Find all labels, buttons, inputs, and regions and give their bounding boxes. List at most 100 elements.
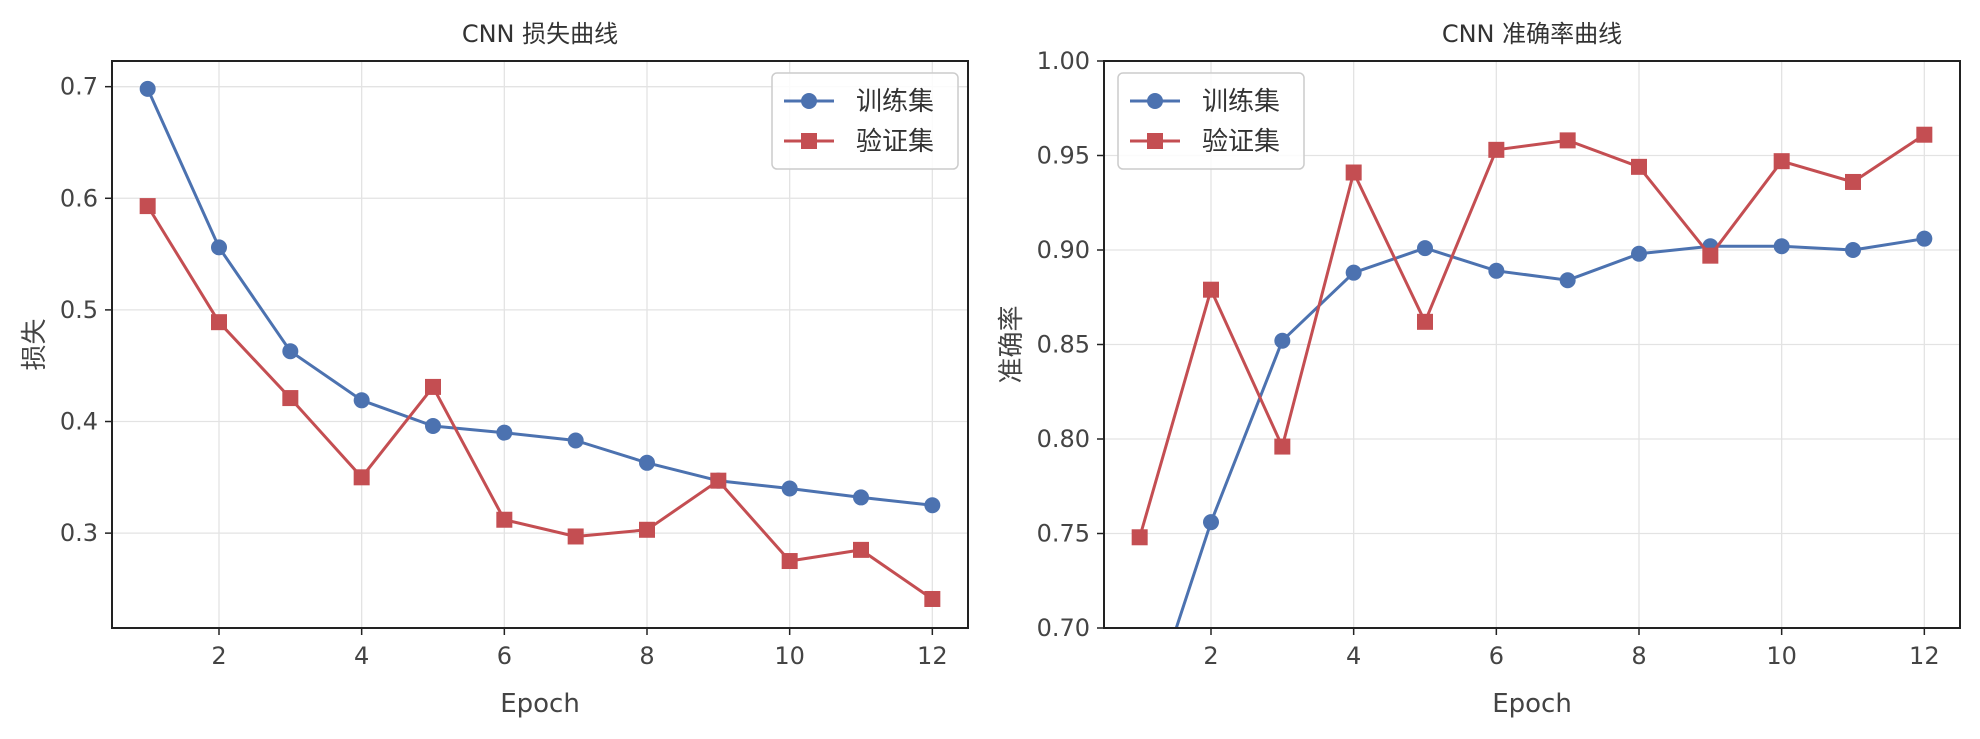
legend-marker	[801, 93, 817, 109]
legend-label: 验证集	[856, 127, 934, 157]
data-point	[639, 521, 655, 538]
y-tick-label: 0.85	[1037, 331, 1090, 359]
legend-marker	[1147, 93, 1163, 109]
y-tick-label: 1.00	[1037, 47, 1090, 75]
series-2	[1131, 126, 1933, 546]
y-tick-label: 0.70	[1037, 614, 1090, 642]
data-point	[1345, 164, 1362, 181]
legend-marker	[801, 133, 817, 149]
data-point	[1916, 230, 1933, 247]
data-point	[1845, 173, 1861, 190]
data-point	[924, 497, 941, 514]
x-tick-label: 4	[1346, 642, 1361, 670]
y-axis-label: 准确率	[997, 305, 1027, 383]
y-tick-label: 0.6	[60, 184, 98, 212]
data-point	[1559, 272, 1576, 289]
series-1	[139, 80, 941, 514]
series-line	[1174, 237, 1925, 628]
series-line	[146, 88, 933, 507]
data-point	[1274, 438, 1291, 455]
chart-2: 2 4 6 8 10 12 0.70 0.75 0.80 0.85 0.90 0.95 1.00 CNN …	[997, 20, 1961, 739]
data-point	[853, 489, 869, 506]
data-point	[1916, 126, 1933, 143]
x-tick-label: 6	[497, 642, 512, 670]
data-point	[1488, 262, 1505, 279]
data-point	[1773, 153, 1790, 170]
y-tick-label: 0.75	[1037, 520, 1090, 548]
data-point	[1274, 332, 1291, 349]
data-point	[282, 390, 299, 407]
x-tick-label: 10	[774, 642, 805, 670]
data-point	[1345, 264, 1362, 281]
x-axis-label: Epoch	[500, 689, 580, 719]
data-point	[1203, 281, 1219, 298]
data-point	[1773, 238, 1790, 255]
data-point	[139, 80, 156, 97]
x-tick-label: 10	[1766, 642, 1797, 670]
data-point	[1702, 247, 1719, 264]
data-point	[1845, 242, 1861, 258]
data-point	[353, 469, 370, 486]
y-tick-label: 0.5	[60, 296, 98, 324]
data-point	[567, 432, 584, 449]
data-point	[567, 528, 584, 545]
y-tick-label: 0.3	[60, 519, 98, 547]
data-point	[1559, 132, 1576, 149]
data-point	[853, 541, 869, 558]
y-tick-label: 0.95	[1037, 142, 1090, 170]
legend-label: 训练集	[856, 87, 934, 117]
x-axis-label: Epoch	[1492, 689, 1572, 719]
data-point	[1203, 514, 1219, 531]
x-tick-label: 6	[1489, 642, 1504, 670]
series-2	[139, 198, 941, 607]
y-axis-label: 损失	[20, 318, 50, 370]
data-point	[781, 480, 798, 497]
data-point	[1631, 158, 1647, 175]
y-tick-label: 0.90	[1037, 236, 1090, 264]
data-point	[353, 392, 370, 409]
data-point	[1631, 245, 1647, 262]
x-tick-label: 12	[917, 642, 948, 670]
data-point	[139, 198, 156, 215]
data-point	[211, 314, 227, 331]
legend-box	[771, 72, 959, 170]
data-point	[1417, 313, 1433, 330]
plot-frame	[111, 60, 969, 629]
legend-label: 验证集	[1202, 127, 1280, 157]
chart-1: 2 4 6 8 10 12 0.3 0.4 0.5 0.6 0.7 CNN 损失曲线 Epoch 损失 训练…	[20, 20, 969, 719]
x-tick-label: 4	[354, 642, 369, 670]
series-line	[1138, 133, 1926, 538]
x-tick-label: 2	[211, 642, 226, 670]
y-tick-label: 0.4	[60, 408, 98, 436]
data-point	[781, 553, 798, 570]
x-tick-label: 2	[1203, 642, 1218, 670]
data-point	[425, 378, 441, 395]
legend-box	[1117, 72, 1305, 170]
x-tick-label: 12	[1909, 642, 1940, 670]
data-point	[924, 590, 941, 607]
x-tick-label: 8	[1631, 642, 1646, 670]
chart-title: CNN 准确率曲线	[1442, 20, 1622, 48]
data-point	[1131, 529, 1148, 546]
data-point	[496, 424, 513, 441]
data-point	[639, 454, 655, 471]
series-line	[146, 205, 934, 601]
legend-marker	[1147, 133, 1163, 149]
y-tick-label: 0.80	[1037, 425, 1090, 453]
x-tick-label: 8	[639, 642, 654, 670]
data-point	[1132, 732, 1148, 739]
data-point	[1417, 240, 1433, 257]
data-point	[496, 511, 513, 528]
data-point	[282, 343, 299, 360]
data-point	[1488, 141, 1505, 158]
data-point	[710, 472, 727, 489]
data-point	[211, 239, 227, 256]
legend-label: 训练集	[1202, 87, 1280, 117]
data-point	[425, 417, 441, 434]
chart-title: CNN 损失曲线	[462, 20, 618, 48]
y-tick-label: 0.7	[60, 73, 98, 101]
series-1	[1132, 230, 1933, 739]
